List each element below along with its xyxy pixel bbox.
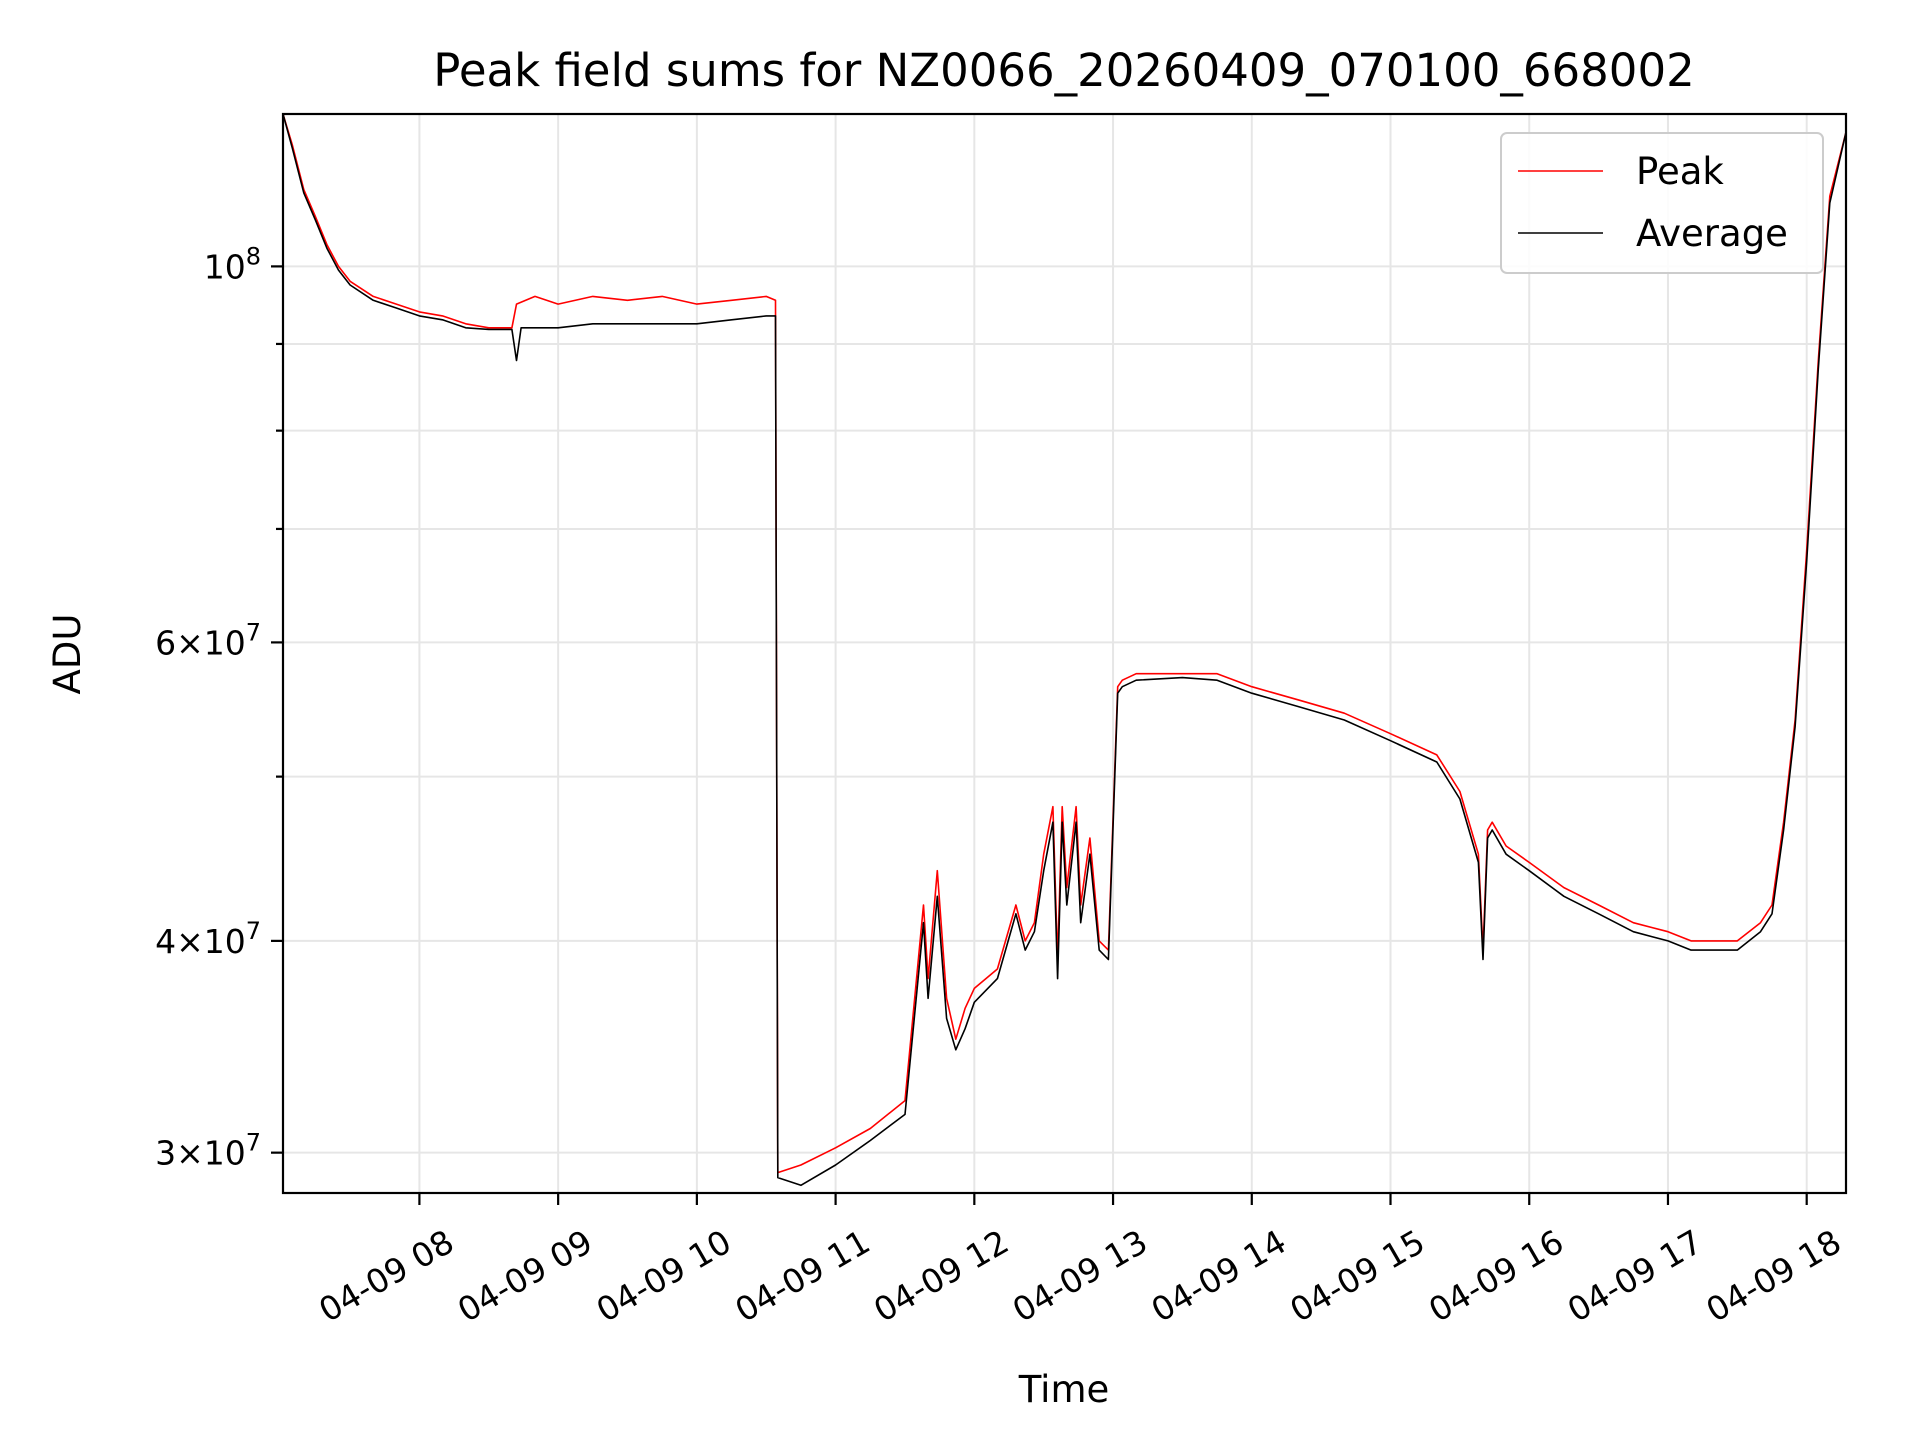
x-tick-label: 04-09 08 bbox=[312, 1222, 460, 1330]
x-tick-label: 04-09 12 bbox=[867, 1222, 1015, 1330]
x-tick-label: 04-09 16 bbox=[1422, 1222, 1570, 1330]
y-tick-label: 3×107 bbox=[155, 1129, 261, 1173]
x-tick-label: 04-09 09 bbox=[451, 1222, 599, 1330]
y-tick-label: 6×107 bbox=[155, 618, 261, 662]
legend: Peak Average bbox=[1500, 132, 1824, 274]
grid-lines bbox=[283, 114, 1846, 1193]
y-tick-label: 108 bbox=[204, 242, 261, 286]
x-tick-label: 04-09 14 bbox=[1145, 1222, 1293, 1330]
y-axis-label: ADU bbox=[46, 614, 89, 695]
x-tick-label: 04-09 15 bbox=[1283, 1222, 1431, 1330]
x-tick-label: 04-09 18 bbox=[1700, 1222, 1848, 1330]
chart-title: Peak field sums for NZ0066_20260409_0701… bbox=[433, 44, 1694, 97]
legend-label-peak: Peak bbox=[1636, 150, 1724, 193]
y-axis: 3×107 4×107 6×107 108 bbox=[155, 242, 283, 1173]
x-axis-label: Time bbox=[1018, 1368, 1110, 1411]
series-layer bbox=[282, 113, 1847, 1187]
series-line-average bbox=[282, 113, 1847, 1187]
x-tick-label: 04-09 10 bbox=[590, 1222, 738, 1330]
legend-box bbox=[1500, 132, 1824, 274]
x-tick-label: 04-09 11 bbox=[728, 1222, 876, 1330]
y-tick-label: 4×107 bbox=[155, 917, 261, 961]
plot-frame bbox=[281, 112, 1848, 1195]
x-tick-label: 04-09 13 bbox=[1006, 1222, 1154, 1330]
x-tick-label: 04-09 17 bbox=[1561, 1222, 1709, 1330]
series-line-peak bbox=[282, 113, 1847, 1174]
legend-label-average: Average bbox=[1636, 212, 1788, 255]
